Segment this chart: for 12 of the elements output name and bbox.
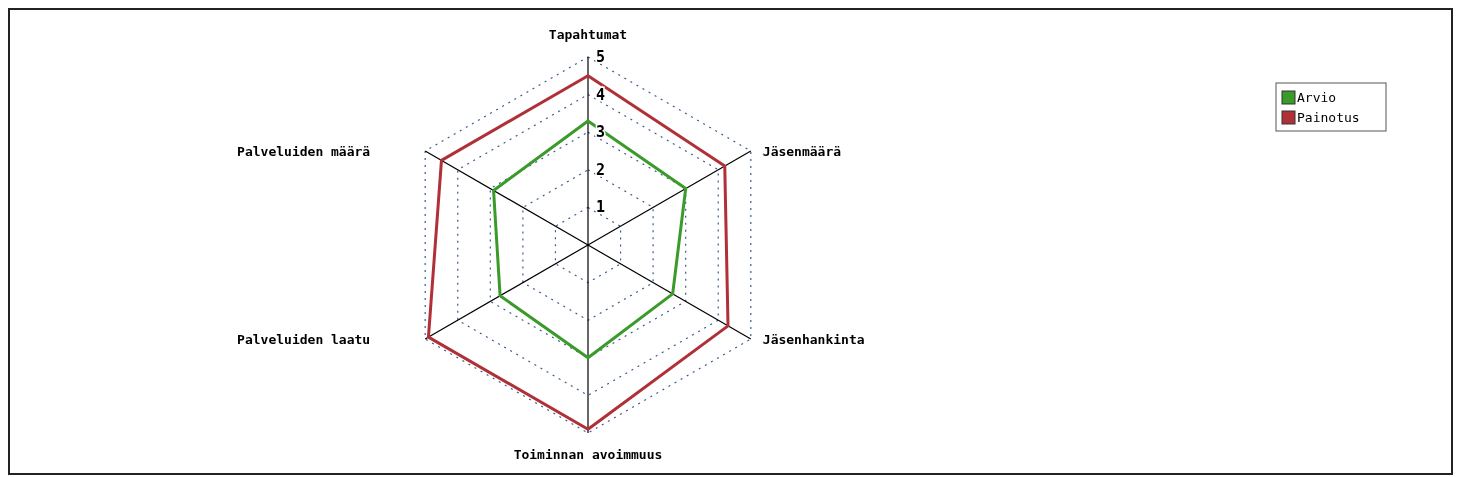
spoke-label: Palveluiden laatu — [237, 332, 371, 347]
legend-label: Arvio — [1297, 90, 1337, 105]
y-tick-label: 4 — [596, 85, 606, 104]
legend-label: Painotus — [1297, 110, 1360, 125]
y-tick-label: 2 — [596, 160, 606, 179]
y-tick-label: 5 — [596, 48, 606, 66]
spoke-label: Toiminnan avoimmuus — [513, 447, 663, 462]
spoke-label: Jäsenhankinta — [762, 332, 865, 347]
spoke-label: Jäsenmäärä — [762, 144, 842, 159]
spoke-label: Palveluiden määrä — [237, 144, 371, 159]
y-tick-label: 1 — [596, 198, 606, 217]
spoke-label: Tapahtumat — [548, 27, 628, 42]
